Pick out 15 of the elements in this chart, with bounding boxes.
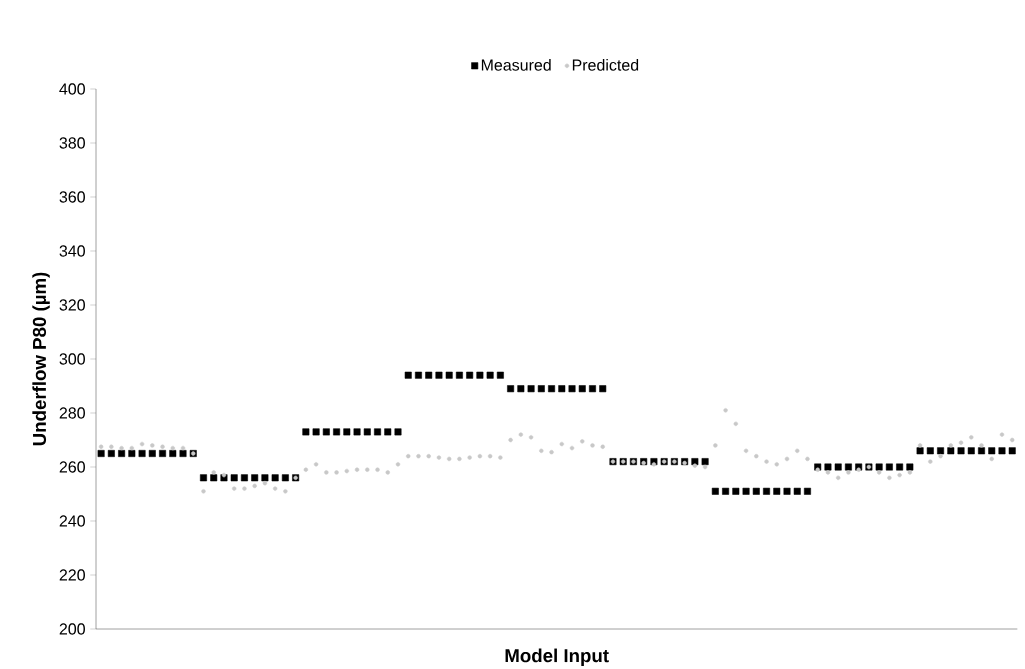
y-tick-label: 380 — [59, 137, 85, 149]
y-tick-label: 300 — [59, 353, 85, 365]
legend-label: Predicted — [572, 59, 639, 71]
y-tick-label: 200 — [59, 623, 85, 635]
y-tick-label: 340 — [59, 245, 85, 257]
y-tick-label: 400 — [59, 83, 85, 95]
legend-label: Measured — [481, 59, 551, 71]
y-axis-title: Underflow P80 (µm) — [32, 272, 50, 446]
y-tick-label: 260 — [59, 461, 85, 473]
y-tick-label: 280 — [59, 407, 85, 419]
y-tick-label: 220 — [59, 569, 85, 581]
y-tick-label: 240 — [59, 515, 85, 527]
x-axis-title: Model Input — [505, 648, 609, 666]
y-tick-label: 360 — [59, 191, 85, 203]
y-tick-label: 320 — [59, 299, 85, 311]
